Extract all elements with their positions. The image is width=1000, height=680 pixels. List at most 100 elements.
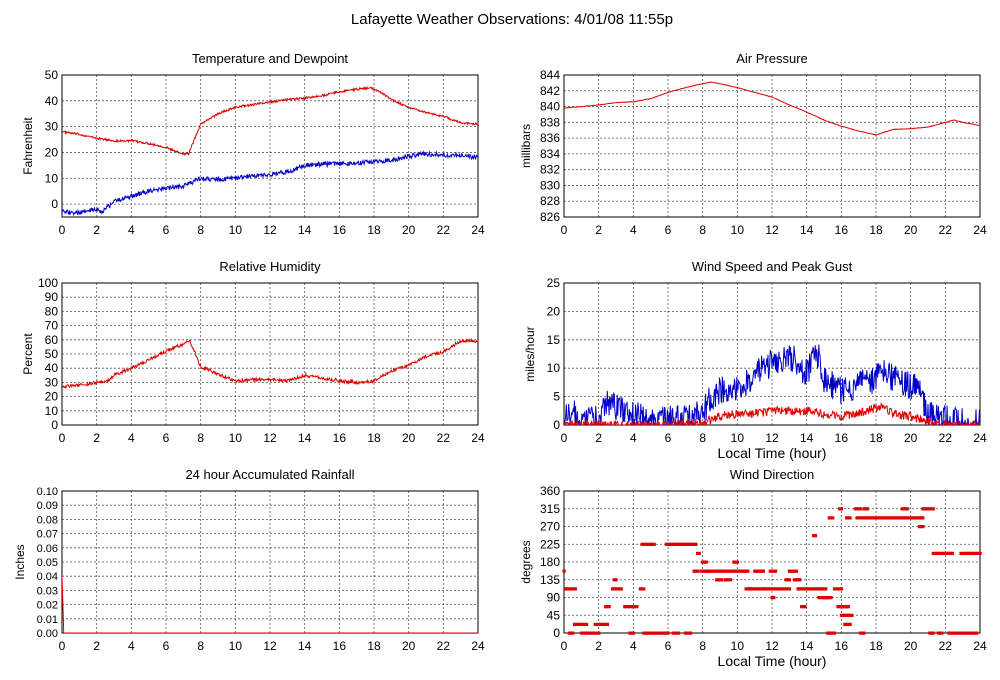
wind-direction-point <box>694 569 698 573</box>
wind-direction-point <box>864 516 868 520</box>
wind-direction-point <box>813 534 818 538</box>
x-tick-label: 10 <box>731 639 745 653</box>
wind-direction-point <box>838 605 842 609</box>
wind-direction-point <box>673 542 677 546</box>
wind-direction-point <box>751 587 755 591</box>
x-tick-label: 8 <box>197 223 204 237</box>
wind-direction-point <box>815 587 819 591</box>
wind-direction-point <box>942 551 946 556</box>
wind-direction-point <box>793 569 797 573</box>
wind-direction-point <box>643 542 648 546</box>
y-tick-label: 100 <box>38 276 58 290</box>
x-tick-label: 0 <box>59 223 66 237</box>
wind-direction-point <box>803 587 807 591</box>
x-axis-label: Local Time (hour) <box>718 445 827 461</box>
x-tick-label: 10 <box>731 431 745 445</box>
wind-direction-point <box>702 569 707 573</box>
wind-direction-point <box>663 631 667 635</box>
wind-direction-point <box>817 587 821 591</box>
wind-direction-point <box>718 578 722 582</box>
wind-direction-point <box>784 587 788 591</box>
x-tick-label: 0 <box>59 431 66 445</box>
wind-direction-point <box>695 551 700 556</box>
wind-direction-point <box>938 631 942 635</box>
series-line <box>62 337 478 390</box>
wind-direction-point <box>772 587 776 591</box>
x-tick-label: 18 <box>367 431 381 445</box>
x-tick-label: 6 <box>163 639 170 653</box>
wind-direction-point <box>919 525 923 529</box>
wind-direction-point <box>969 631 974 635</box>
wind-direction-point <box>784 578 788 582</box>
wind-direction-point <box>945 551 949 556</box>
wind-direction-point <box>760 569 764 573</box>
plot-frame <box>61 74 479 218</box>
wind-direction-point <box>864 507 868 511</box>
x-tick-label: 8 <box>699 223 706 237</box>
y-axis-label: Percent <box>21 333 35 375</box>
wind-direction-point <box>803 605 807 609</box>
wind-direction-point <box>675 542 679 546</box>
x-tick-label: 18 <box>367 223 381 237</box>
wind-direction-point <box>966 631 970 635</box>
wind-direction-point <box>734 569 738 573</box>
plot-frame <box>563 490 981 634</box>
wind-direction-point <box>692 569 696 573</box>
wind-direction-point <box>768 587 772 591</box>
wind-direction-point <box>881 516 885 520</box>
wind-direction-point <box>642 587 646 591</box>
x-tick-label: 6 <box>163 431 170 445</box>
wind-direction-point <box>850 613 854 617</box>
wind-direction-point <box>954 631 958 635</box>
x-tick-label: 18 <box>869 639 883 653</box>
wind-direction-point <box>704 569 708 573</box>
x-tick-label: 10 <box>731 223 745 237</box>
wind-direction-point <box>886 516 890 520</box>
wind-direction-point <box>666 542 670 546</box>
y-tick-label: 180 <box>540 555 560 569</box>
wind-direction-point <box>772 569 776 573</box>
wind-direction-point <box>588 631 592 635</box>
y-tick-label: 834 <box>540 147 560 161</box>
wind-direction-point <box>845 613 849 617</box>
wind-direction-point <box>747 587 752 591</box>
x-tick-label: 2 <box>93 431 100 445</box>
wind-direction-point <box>612 587 616 591</box>
wind-direction-point <box>839 613 844 617</box>
wind-direction-point <box>865 507 870 511</box>
y-tick-label: 225 <box>540 537 560 551</box>
wind-direction-point <box>732 560 736 564</box>
wind-direction-point <box>708 569 712 573</box>
wind-direction-point <box>805 587 809 591</box>
y-tick-label: 360 <box>540 484 560 498</box>
wind-direction-point <box>583 622 587 627</box>
x-tick-label: 22 <box>437 431 451 445</box>
x-tick-label: 8 <box>699 639 706 653</box>
wind-direction-point <box>801 605 805 609</box>
wind-direction-point <box>955 631 960 635</box>
wind-direction-point <box>940 551 944 556</box>
wind-direction-point <box>640 542 644 546</box>
wind-direction-point <box>857 516 861 520</box>
wind-direction-point <box>858 507 863 511</box>
wind-direction-point <box>600 622 604 627</box>
x-tick-label: 2 <box>595 431 602 445</box>
wind-direction-point <box>614 587 618 591</box>
y-tick-label: 10 <box>45 171 59 185</box>
wind-direction-point <box>574 622 578 627</box>
wind-direction-point <box>820 596 824 600</box>
wind-direction-point <box>929 507 934 511</box>
wind-direction-point <box>642 631 646 635</box>
wind-direction-point <box>936 631 941 635</box>
y-tick-label: 5 <box>553 390 560 404</box>
wind-direction-point <box>661 631 665 635</box>
wind-direction-point <box>675 631 679 635</box>
wind-direction-point <box>593 622 597 627</box>
x-tick-label: 12 <box>263 639 277 653</box>
y-tick-label: 842 <box>540 84 560 98</box>
wind-direction-point <box>682 542 686 546</box>
wind-direction-point <box>761 587 766 591</box>
wind-direction-point <box>638 587 642 591</box>
wind-direction-point <box>650 542 655 546</box>
wind-direction-point <box>645 631 649 635</box>
